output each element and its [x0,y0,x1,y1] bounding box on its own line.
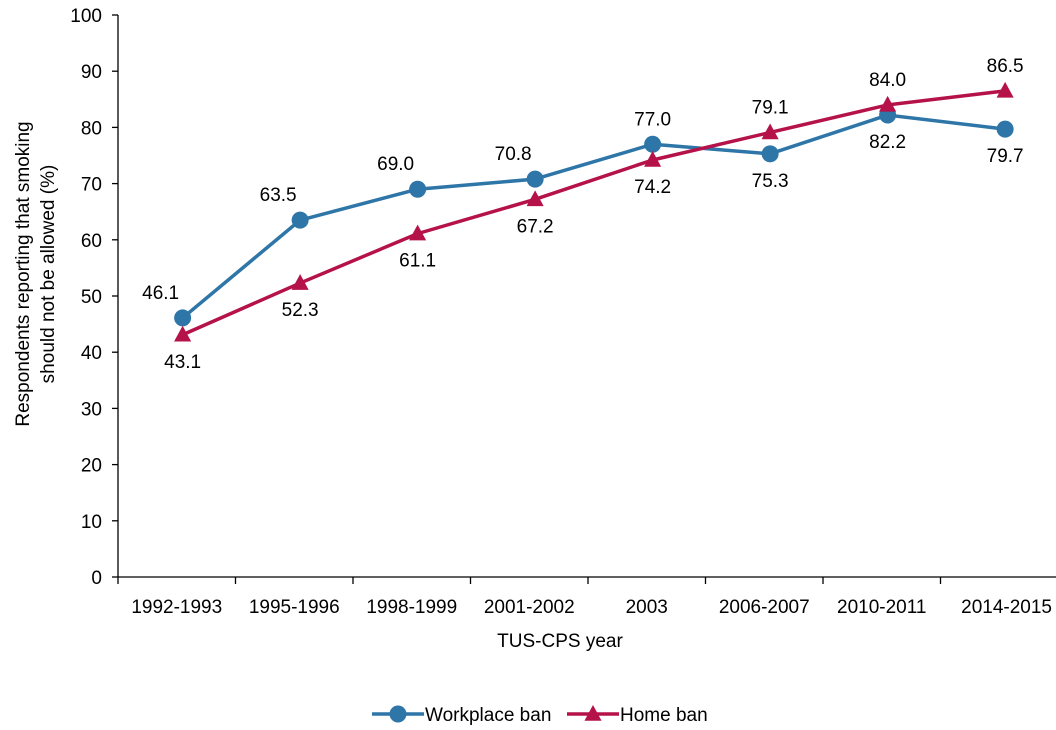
data-label: 86.5 [987,56,1024,77]
data-label: 79.7 [987,146,1024,167]
y-tick-label: 60 [81,231,102,252]
data-point-marker [644,150,662,167]
data-point-marker [526,170,544,188]
data-label: 74.2 [634,177,671,198]
data-label: 69.0 [377,154,414,175]
data-point-marker [996,120,1014,138]
legend-item: Workplace ban [372,705,551,726]
data-point-marker [291,211,309,229]
y-tick-label: 100 [70,6,102,27]
legend-item: Home ban [567,705,708,726]
data-point-marker [174,309,192,327]
x-axis-title: TUS-CPS year [497,631,623,652]
y-axis-title: Respondents reporting that smoking shoul… [13,121,59,426]
data-label: 70.8 [495,144,532,165]
data-label: 77.0 [634,109,671,130]
series-line [181,113,1006,320]
data-label: 84.0 [869,70,906,91]
y-tick-label: 40 [81,343,102,364]
y-tick-label: 70 [81,175,102,196]
data-point-marker [409,224,427,241]
data-label: 63.5 [260,185,297,206]
y-tick-label: 50 [81,287,102,308]
series-layer: 46.1 63.5 69.0 70.8 77.0 75.3 82.2 79.7 43.1 52.3… [142,56,1023,373]
x-tick-label: 2003 [626,597,668,618]
data-label: 79.1 [752,97,789,118]
legend: Workplace ban Home ban [372,705,708,726]
y-axis-ticks: 0 10 20 30 40 50 60 70 80 90 100 [70,6,118,589]
legend-swatch-marker [389,705,407,723]
data-label: 75.3 [752,171,789,192]
data-point-marker [409,180,427,198]
y-axis-title-line-2: should not be allowed (%) [38,165,59,384]
data-point-marker [879,95,897,112]
axes [117,15,1056,578]
legend-label: Workplace ban [425,705,551,726]
y-tick-label: 90 [81,62,102,83]
x-tick-label: 2006-2007 [719,597,810,618]
x-axis-ticks: 1992-1993 1995-1996 1998-1999 2001-2002 2003… [117,577,1052,618]
x-tick-label: 2014-2015 [961,597,1052,618]
data-point-marker [526,190,544,207]
data-label: 43.1 [164,352,201,373]
series-line [181,89,1006,337]
series-home-ban: 43.1 52.3 61.1 67.2 74.2 79.1 84.0 86.5 [164,56,1023,373]
data-point-marker [644,135,662,153]
data-point-marker [761,145,779,163]
x-tick-label: 2010-2011 [837,597,926,618]
data-label: 52.3 [282,300,319,321]
y-tick-label: 80 [81,118,102,139]
data-point-marker [291,274,309,290]
y-tick-label: 20 [81,456,102,477]
data-label: 61.1 [399,251,436,272]
x-tick-label: 1998-1999 [366,597,457,618]
data-label: 46.1 [142,283,179,304]
series-workplace-ban: 46.1 63.5 69.0 70.8 77.0 75.3 82.2 79.7 [142,106,1024,327]
y-axis-title-line-1: Respondents reporting that smoking [13,121,34,426]
legend-label: Home ban [620,705,708,726]
y-tick-label: 10 [81,512,102,533]
data-point-marker [174,325,192,342]
x-tick-label: 1995-1996 [249,597,340,618]
y-tick-label: 30 [81,399,102,420]
x-tick-label: 1992-1993 [131,597,222,618]
data-point-marker [761,123,779,140]
legend-swatch-marker [584,705,602,721]
x-tick-label: 2001-2002 [484,597,575,618]
data-label: 67.2 [517,216,554,237]
data-label: 82.2 [869,132,906,153]
data-point-marker [996,81,1014,98]
y-tick-label: 0 [91,568,102,589]
